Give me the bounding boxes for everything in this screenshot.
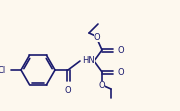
Text: O: O (94, 33, 100, 42)
Text: O: O (99, 80, 105, 89)
Text: O: O (65, 86, 71, 95)
Text: O: O (117, 46, 124, 55)
Text: O: O (117, 67, 124, 76)
Text: HN: HN (82, 56, 95, 64)
Text: Cl: Cl (0, 65, 6, 74)
